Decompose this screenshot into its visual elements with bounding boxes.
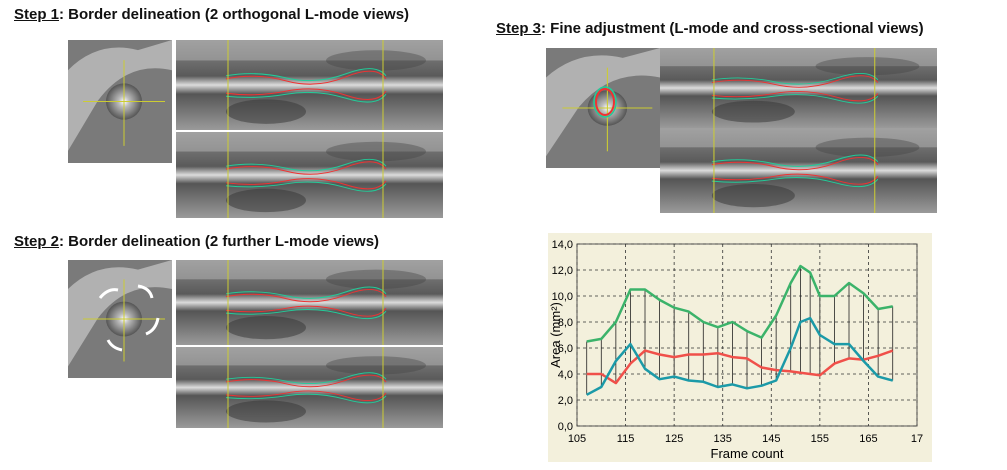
x-tick-label: 155 <box>811 433 829 445</box>
y-tick-label: 14,0 <box>552 239 573 251</box>
y-tick-label: 12,0 <box>552 265 573 277</box>
y-tick-label: 4,0 <box>558 369 573 381</box>
step-heading: Step 1: Border delineation (2 orthogonal… <box>14 6 409 23</box>
x-tick-label: 165 <box>859 433 877 445</box>
step-text: : Border delineation (2 further L-mode v… <box>59 233 379 250</box>
y-tick-label: 2,0 <box>558 395 573 407</box>
x-tick-label: 145 <box>762 433 780 445</box>
chart-background <box>548 233 932 462</box>
x-tick-label: 115 <box>617 433 635 445</box>
step-heading: Step 3: Fine adjustment (L-mode and cros… <box>496 20 924 37</box>
x-tick-label: 105 <box>568 433 586 445</box>
step-label: Step 1 <box>14 6 59 23</box>
step-label: Step 3 <box>496 20 541 37</box>
x-axis-label: Frame count <box>711 446 784 461</box>
figure: 0,02,04,06,08,010,012,014,01051151251351… <box>0 0 1007 470</box>
y-tick-label: 0,0 <box>558 421 573 433</box>
step-label: Step 2 <box>14 233 59 250</box>
x-tick-label: 17 <box>911 433 923 445</box>
y-axis-label: Area (mm²) <box>548 302 563 368</box>
step-heading: Step 2: Border delineation (2 further L-… <box>14 233 379 250</box>
x-tick-label: 135 <box>714 433 732 445</box>
x-tick-label: 125 <box>665 433 683 445</box>
step-text: : Fine adjustment (L-mode and cross-sect… <box>541 20 924 37</box>
y-tick-label: 10,0 <box>552 291 573 303</box>
step-text: : Border delineation (2 orthogonal L-mod… <box>59 6 409 23</box>
